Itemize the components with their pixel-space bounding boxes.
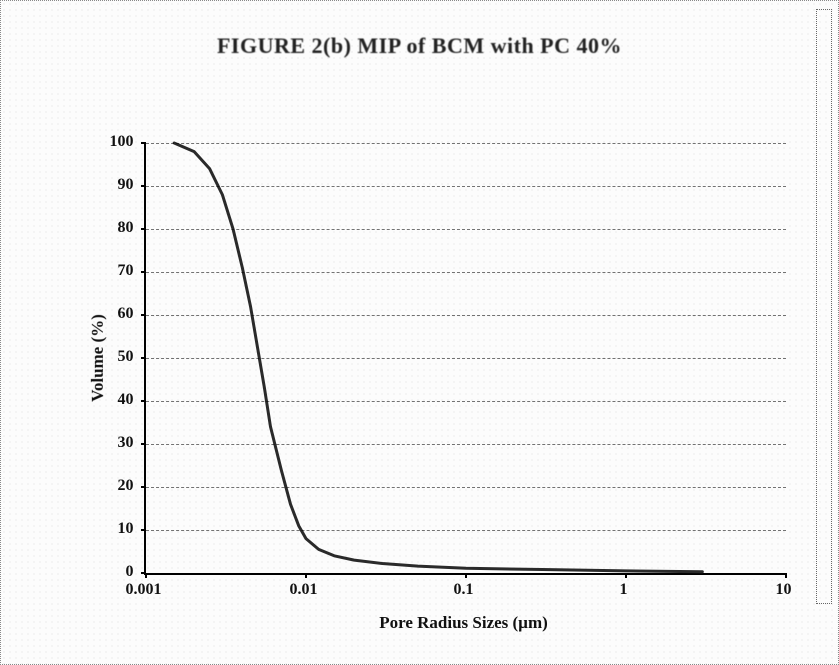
grid-line-horizontal	[146, 315, 786, 316]
x-tick-label: 10	[776, 581, 792, 599]
y-tick-mark	[141, 443, 146, 445]
x-tick-mark	[305, 573, 307, 578]
y-tick-mark	[141, 185, 146, 187]
y-tick-mark	[141, 314, 146, 316]
chart-area: Volume (%) Pore Radius Sizes (µm) 010203…	[26, 69, 814, 663]
grid-line-horizontal	[146, 229, 786, 230]
x-tick-mark	[625, 573, 627, 578]
y-tick-mark	[141, 142, 146, 144]
x-tick-label: 0.01	[290, 581, 318, 599]
grid-line-horizontal	[146, 401, 786, 402]
x-tick-mark	[465, 573, 467, 578]
page-edge-strip	[816, 9, 832, 604]
chart-title: FIGURE 2(b) MIP of BCM with PC 40%	[21, 33, 818, 59]
x-tick-label: 0.001	[126, 581, 162, 599]
grid-line-horizontal	[146, 444, 786, 445]
y-tick-mark	[141, 529, 146, 531]
grid-line-horizontal	[146, 487, 786, 488]
y-tick-mark	[141, 228, 146, 230]
plot-area	[144, 143, 786, 575]
y-axis-label: Volume (%)	[87, 314, 107, 402]
y-tick-mark	[141, 271, 146, 273]
grid-line-horizontal	[146, 358, 786, 359]
grid-line-horizontal	[146, 186, 786, 187]
x-tick-mark	[785, 573, 787, 578]
x-tick-label: 1	[620, 581, 628, 599]
y-tick-mark	[141, 357, 146, 359]
y-tick-mark	[141, 400, 146, 402]
y-tick-mark	[141, 486, 146, 488]
figure-page: FIGURE 2(b) MIP of BCM with PC 40% Volum…	[0, 0, 839, 665]
grid-line-horizontal	[146, 143, 786, 144]
grid-line-horizontal	[146, 530, 786, 531]
grid-line-horizontal	[146, 272, 786, 273]
x-tick-mark	[145, 573, 147, 578]
x-axis-label: Pore Radius Sizes (µm)	[379, 613, 548, 633]
x-tick-label: 0.1	[454, 581, 474, 599]
